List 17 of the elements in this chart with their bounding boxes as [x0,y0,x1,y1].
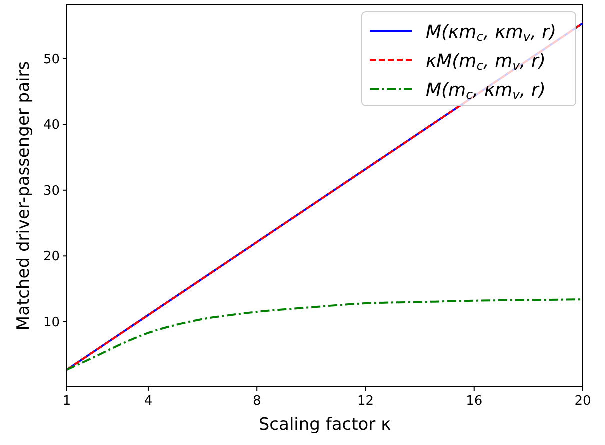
y-axis-title: Matched driver-passenger pairs [14,61,34,331]
y-tick-label: 50 [43,52,60,68]
x-tick-label: 1 [62,394,72,409]
x-tick-label: 20 [574,394,592,409]
x-tick-label: 4 [144,394,153,409]
y-tick-label: 10 [43,315,60,330]
x-tick-label: 8 [252,394,262,409]
y-tick-label: 30 [43,184,60,199]
legend-label: κM(m$_{c}$, m$_{v}$, r) [426,51,546,74]
x-tick-label: 12 [357,394,374,409]
x-tick-label: 16 [466,394,483,409]
legend-label: M(κm$_{c}$, κm$_{v}$, r) [426,22,557,44]
y-tick-label: 40 [43,118,60,134]
y-tick-label: 20 [43,250,60,265]
legend-label: M(m$_{c}$, κm$_{v}$, r) [426,80,546,102]
x-axis-title: Scaling factor κ [258,415,392,435]
line-series [67,298,583,371]
